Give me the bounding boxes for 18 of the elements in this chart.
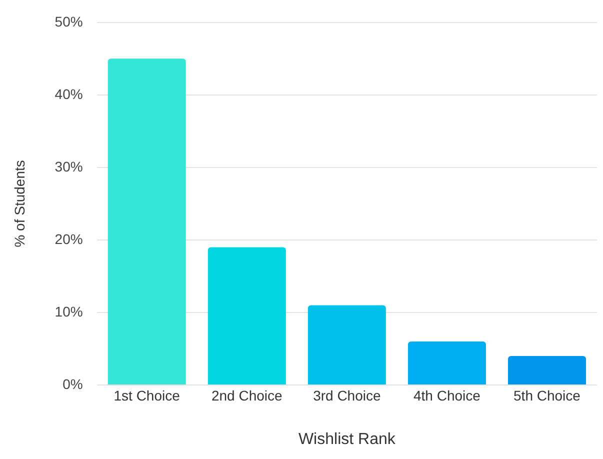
y-tick-label: 40%	[54, 86, 83, 102]
x-tick-label: 3rd Choice	[313, 387, 381, 404]
x-tick-label: 1st Choice	[114, 387, 180, 404]
x-tick-label: 2nd Choice	[211, 387, 282, 404]
y-tick-label: 50%	[54, 13, 83, 30]
y-tick-label: 20%	[54, 230, 83, 247]
y-tick-label: 10%	[54, 303, 83, 320]
bar	[408, 341, 486, 384]
y-tick-label: 0%	[62, 376, 83, 392]
x-axis-title: Wishlist Rank	[298, 430, 396, 448]
x-tick-label: 4th Choice	[413, 387, 481, 404]
bar	[108, 58, 186, 384]
y-tick-label: 30%	[54, 158, 83, 174]
x-tick-label: 5th Choice	[514, 387, 581, 404]
bar	[508, 356, 586, 384]
bar	[208, 247, 286, 384]
y-axis-title: % of Students	[11, 160, 28, 248]
bar	[308, 305, 386, 384]
